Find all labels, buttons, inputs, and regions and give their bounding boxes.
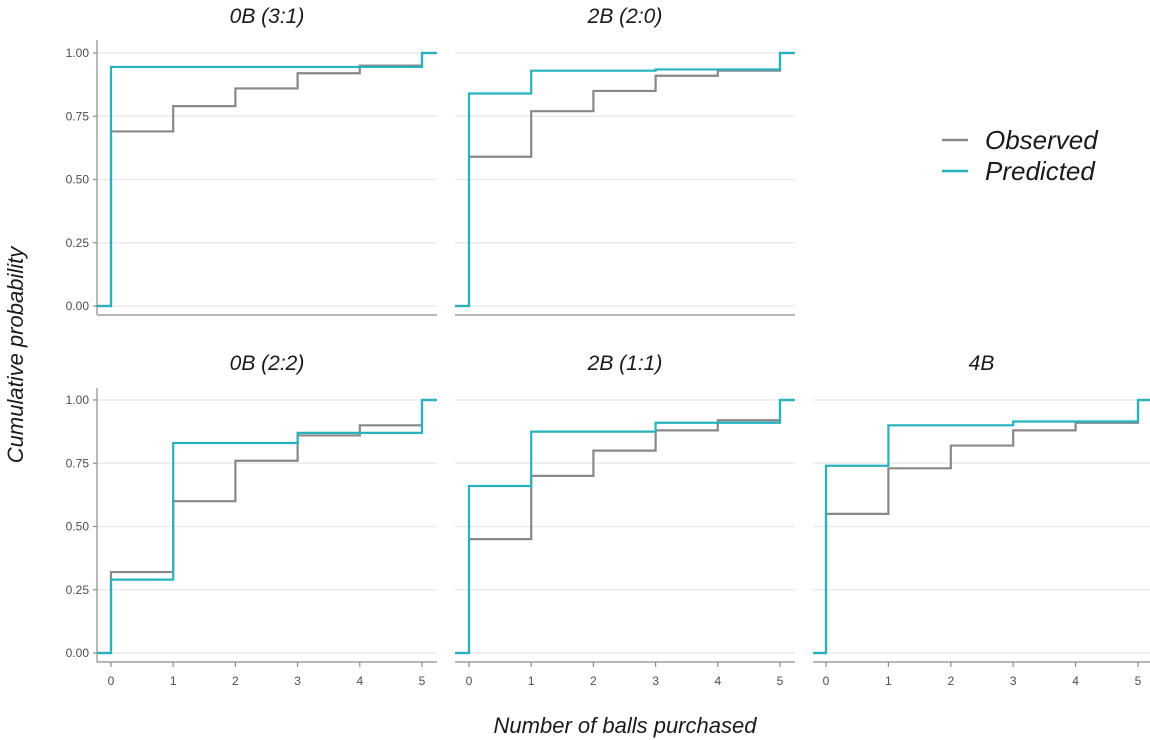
series-observed-line	[97, 51, 437, 308]
y-tick-label: 0.50	[66, 520, 90, 534]
y-axis-title: Cumulative probability	[3, 245, 28, 463]
panel-title: 0B (2:2)	[230, 352, 305, 375]
panel-title: 4B	[969, 352, 995, 375]
x-tick-label: 1	[528, 674, 535, 688]
y-tick-label: 0.00	[66, 646, 90, 660]
x-tick-label: 4	[714, 674, 721, 688]
series-predicted-line	[813, 398, 1150, 655]
series-observed-line	[455, 398, 795, 655]
x-axis-title: Number of balls purchased	[494, 713, 758, 738]
x-tick-label: 4	[356, 674, 363, 688]
x-tick-label: 0	[823, 674, 830, 688]
panels-layer: 0B (3:1) 0.00 0.25 0.50 0.75 1.00 2B (2:0) 0B (…	[66, 5, 1150, 688]
panel-0: 0B (3:1) 0.00 0.25 0.50 0.75 1.00	[66, 5, 437, 316]
x-tick-label: 4	[1072, 674, 1079, 688]
panel-1: 2B (2:0)	[455, 5, 795, 316]
legend-label-predicted: Predicted	[985, 156, 1096, 186]
x-tick-label: 0	[108, 674, 115, 688]
panel-3: 2B (1:1) 0 1 2 3 4 5	[455, 352, 795, 688]
panel-title: 2B (2:0)	[587, 5, 663, 28]
series-predicted-line	[455, 398, 795, 655]
y-tick-label: 1.00	[66, 46, 90, 60]
series-observed-line	[813, 398, 1150, 655]
x-tick-label: 2	[590, 674, 597, 688]
y-tick-label: 1.00	[66, 393, 90, 407]
panel-title: 0B (3:1)	[230, 5, 305, 28]
panel-2: 0B (2:2) 0.00 0.25 0.50 0.75 1.00 0 1 2 3 4 5	[66, 352, 437, 688]
x-tick-label: 0	[466, 674, 473, 688]
y-tick-label: 0.75	[66, 456, 90, 470]
x-tick-label: 1	[170, 674, 177, 688]
legend-label-observed: Observed	[985, 125, 1099, 155]
x-tick-label: 3	[1010, 674, 1017, 688]
y-tick-label: 0.75	[66, 109, 90, 123]
x-tick-label: 3	[294, 674, 301, 688]
series-observed-line	[455, 51, 795, 308]
x-tick-label: 5	[777, 674, 784, 688]
x-tick-label: 2	[232, 674, 239, 688]
x-tick-label: 5	[1135, 674, 1142, 688]
series-predicted-line	[97, 51, 437, 308]
panel-title: 2B (1:1)	[587, 352, 663, 375]
x-tick-label: 5	[419, 674, 426, 688]
y-tick-label: 0.25	[66, 583, 90, 597]
x-tick-label: 1	[885, 674, 892, 688]
series-predicted-line	[97, 398, 437, 655]
y-tick-label: 0.50	[66, 173, 90, 187]
x-tick-label: 2	[947, 674, 954, 688]
x-tick-label: 3	[652, 674, 659, 688]
series-observed-line	[97, 398, 437, 655]
series-predicted-line	[455, 51, 795, 308]
y-tick-label: 0.00	[66, 299, 90, 313]
y-tick-label: 0.25	[66, 236, 90, 250]
panel-4: 4B 0 1 2 3 4 5	[813, 352, 1150, 688]
